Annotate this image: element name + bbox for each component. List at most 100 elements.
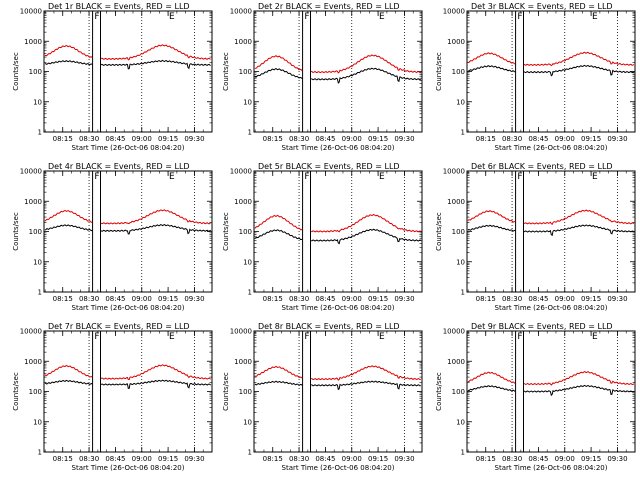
lld-series-line	[44, 45, 93, 58]
y-tick-label: 1000	[447, 358, 465, 366]
events-series-line	[100, 379, 212, 389]
x-tick-label: 08:15	[263, 455, 283, 463]
y-axis-label: Counts/sec	[222, 212, 230, 251]
flag-label: E	[379, 172, 385, 182]
y-tick-label: 10	[456, 418, 465, 426]
flag-label: F	[94, 12, 99, 22]
y-tick-label: 100	[452, 228, 465, 236]
x-tick-label: 09:30	[607, 295, 627, 303]
y-tick-label: 100	[239, 388, 252, 396]
y-tick-label: 10000	[443, 328, 465, 336]
x-tick-label: 09:15	[368, 135, 388, 143]
x-tick-label: 08:45	[528, 295, 548, 303]
y-tick-label: 10	[243, 418, 252, 426]
x-tick-label: 08:30	[289, 135, 309, 143]
y-tick-label: 1	[248, 289, 252, 297]
x-tick-label: 08:45	[528, 455, 548, 463]
y-tick-label: 1000	[447, 198, 465, 206]
x-tick-label: 09:00	[555, 295, 575, 303]
x-tick-label: 09:00	[342, 455, 362, 463]
x-tick-label: 08:45	[315, 455, 335, 463]
flag-label: F	[304, 332, 309, 342]
events-series-line	[523, 64, 635, 77]
y-tick-label: 1	[38, 449, 42, 457]
x-tick-label: 09:15	[581, 455, 601, 463]
flag-label: E	[379, 12, 385, 22]
y-tick-label: 1	[248, 449, 252, 457]
y-tick-label: 10000	[230, 328, 252, 336]
x-tick-label: 09:30	[394, 455, 414, 463]
y-tick-label: 1	[461, 449, 465, 457]
y-axis-label: Counts/sec	[435, 212, 443, 251]
panel-title: Det 2r BLACK = Events, RED = LLD	[258, 2, 400, 11]
lld-series-line	[467, 371, 516, 384]
lld-series-line	[100, 209, 211, 225]
events-series-line	[467, 385, 516, 392]
y-tick-label: 100	[452, 68, 465, 76]
y-tick-label: 1000	[24, 38, 42, 46]
y-axis-label: Counts/sec	[12, 52, 20, 91]
y-tick-label: 1	[461, 129, 465, 137]
y-tick-label: 10	[33, 258, 42, 266]
x-tick-label: 08:30	[289, 455, 309, 463]
lld-series-line	[44, 209, 93, 223]
x-tick-label: 09:30	[607, 135, 627, 143]
y-axis-label: Counts/sec	[222, 372, 230, 411]
y-tick-label: 10000	[20, 328, 42, 336]
x-axis-label: Start Time (26-Oct-06 08:04:20)	[495, 464, 608, 472]
flag-label: F	[304, 172, 309, 182]
flag-label: F	[304, 12, 309, 22]
lld-series-line	[100, 364, 212, 380]
y-tick-label: 10000	[443, 168, 465, 176]
flag-label: F	[517, 172, 522, 182]
y-tick-label: 100	[239, 68, 252, 76]
flag-label: E	[169, 172, 175, 182]
events-series-line	[254, 68, 303, 80]
panel-title: Det 7r BLACK = Events, RED = LLD	[48, 322, 190, 331]
x-tick-label: 08:30	[79, 135, 99, 143]
x-tick-label: 08:15	[263, 135, 283, 143]
x-tick-label: 08:15	[53, 295, 73, 303]
flag-label: E	[169, 332, 175, 342]
x-tick-label: 09:00	[132, 295, 152, 303]
y-tick-label: 1000	[447, 38, 465, 46]
x-tick-label: 09:15	[158, 135, 178, 143]
y-tick-label: 1	[38, 289, 42, 297]
lld-series-line	[311, 214, 422, 233]
y-axis-label: Counts/sec	[222, 52, 230, 91]
events-series-line	[254, 380, 303, 386]
y-tick-label: 10000	[230, 8, 252, 16]
x-tick-label: 08:15	[53, 455, 73, 463]
x-tick-label: 08:15	[476, 135, 496, 143]
x-tick-label: 08:15	[263, 295, 283, 303]
y-tick-label: 10	[456, 258, 465, 266]
x-tick-label: 09:30	[394, 295, 414, 303]
lld-series-line	[467, 52, 516, 65]
events-series-line	[100, 224, 211, 235]
events-series-line	[523, 224, 635, 237]
events-series-line	[44, 379, 93, 385]
lld-series-line	[523, 371, 635, 386]
x-tick-label: 08:30	[289, 295, 309, 303]
panel-title: Det 5r BLACK = Events, RED = LLD	[258, 162, 400, 171]
x-axis-label: Start Time (26-Oct-06 08:04:20)	[495, 304, 608, 312]
flag-label: E	[592, 12, 598, 22]
plot-frame	[43, 10, 213, 133]
y-tick-label: 10	[243, 98, 252, 106]
y-tick-label: 1000	[234, 38, 252, 46]
plot-frame	[43, 330, 213, 453]
x-tick-label: 09:00	[132, 455, 152, 463]
y-tick-label: 1	[38, 129, 42, 137]
x-tick-label: 08:30	[502, 135, 522, 143]
flag-label: E	[169, 12, 175, 22]
y-tick-label: 10	[33, 98, 42, 106]
x-axis-label: Start Time (26-Oct-06 08:04:20)	[72, 144, 185, 152]
x-tick-label: 08:45	[315, 135, 335, 143]
